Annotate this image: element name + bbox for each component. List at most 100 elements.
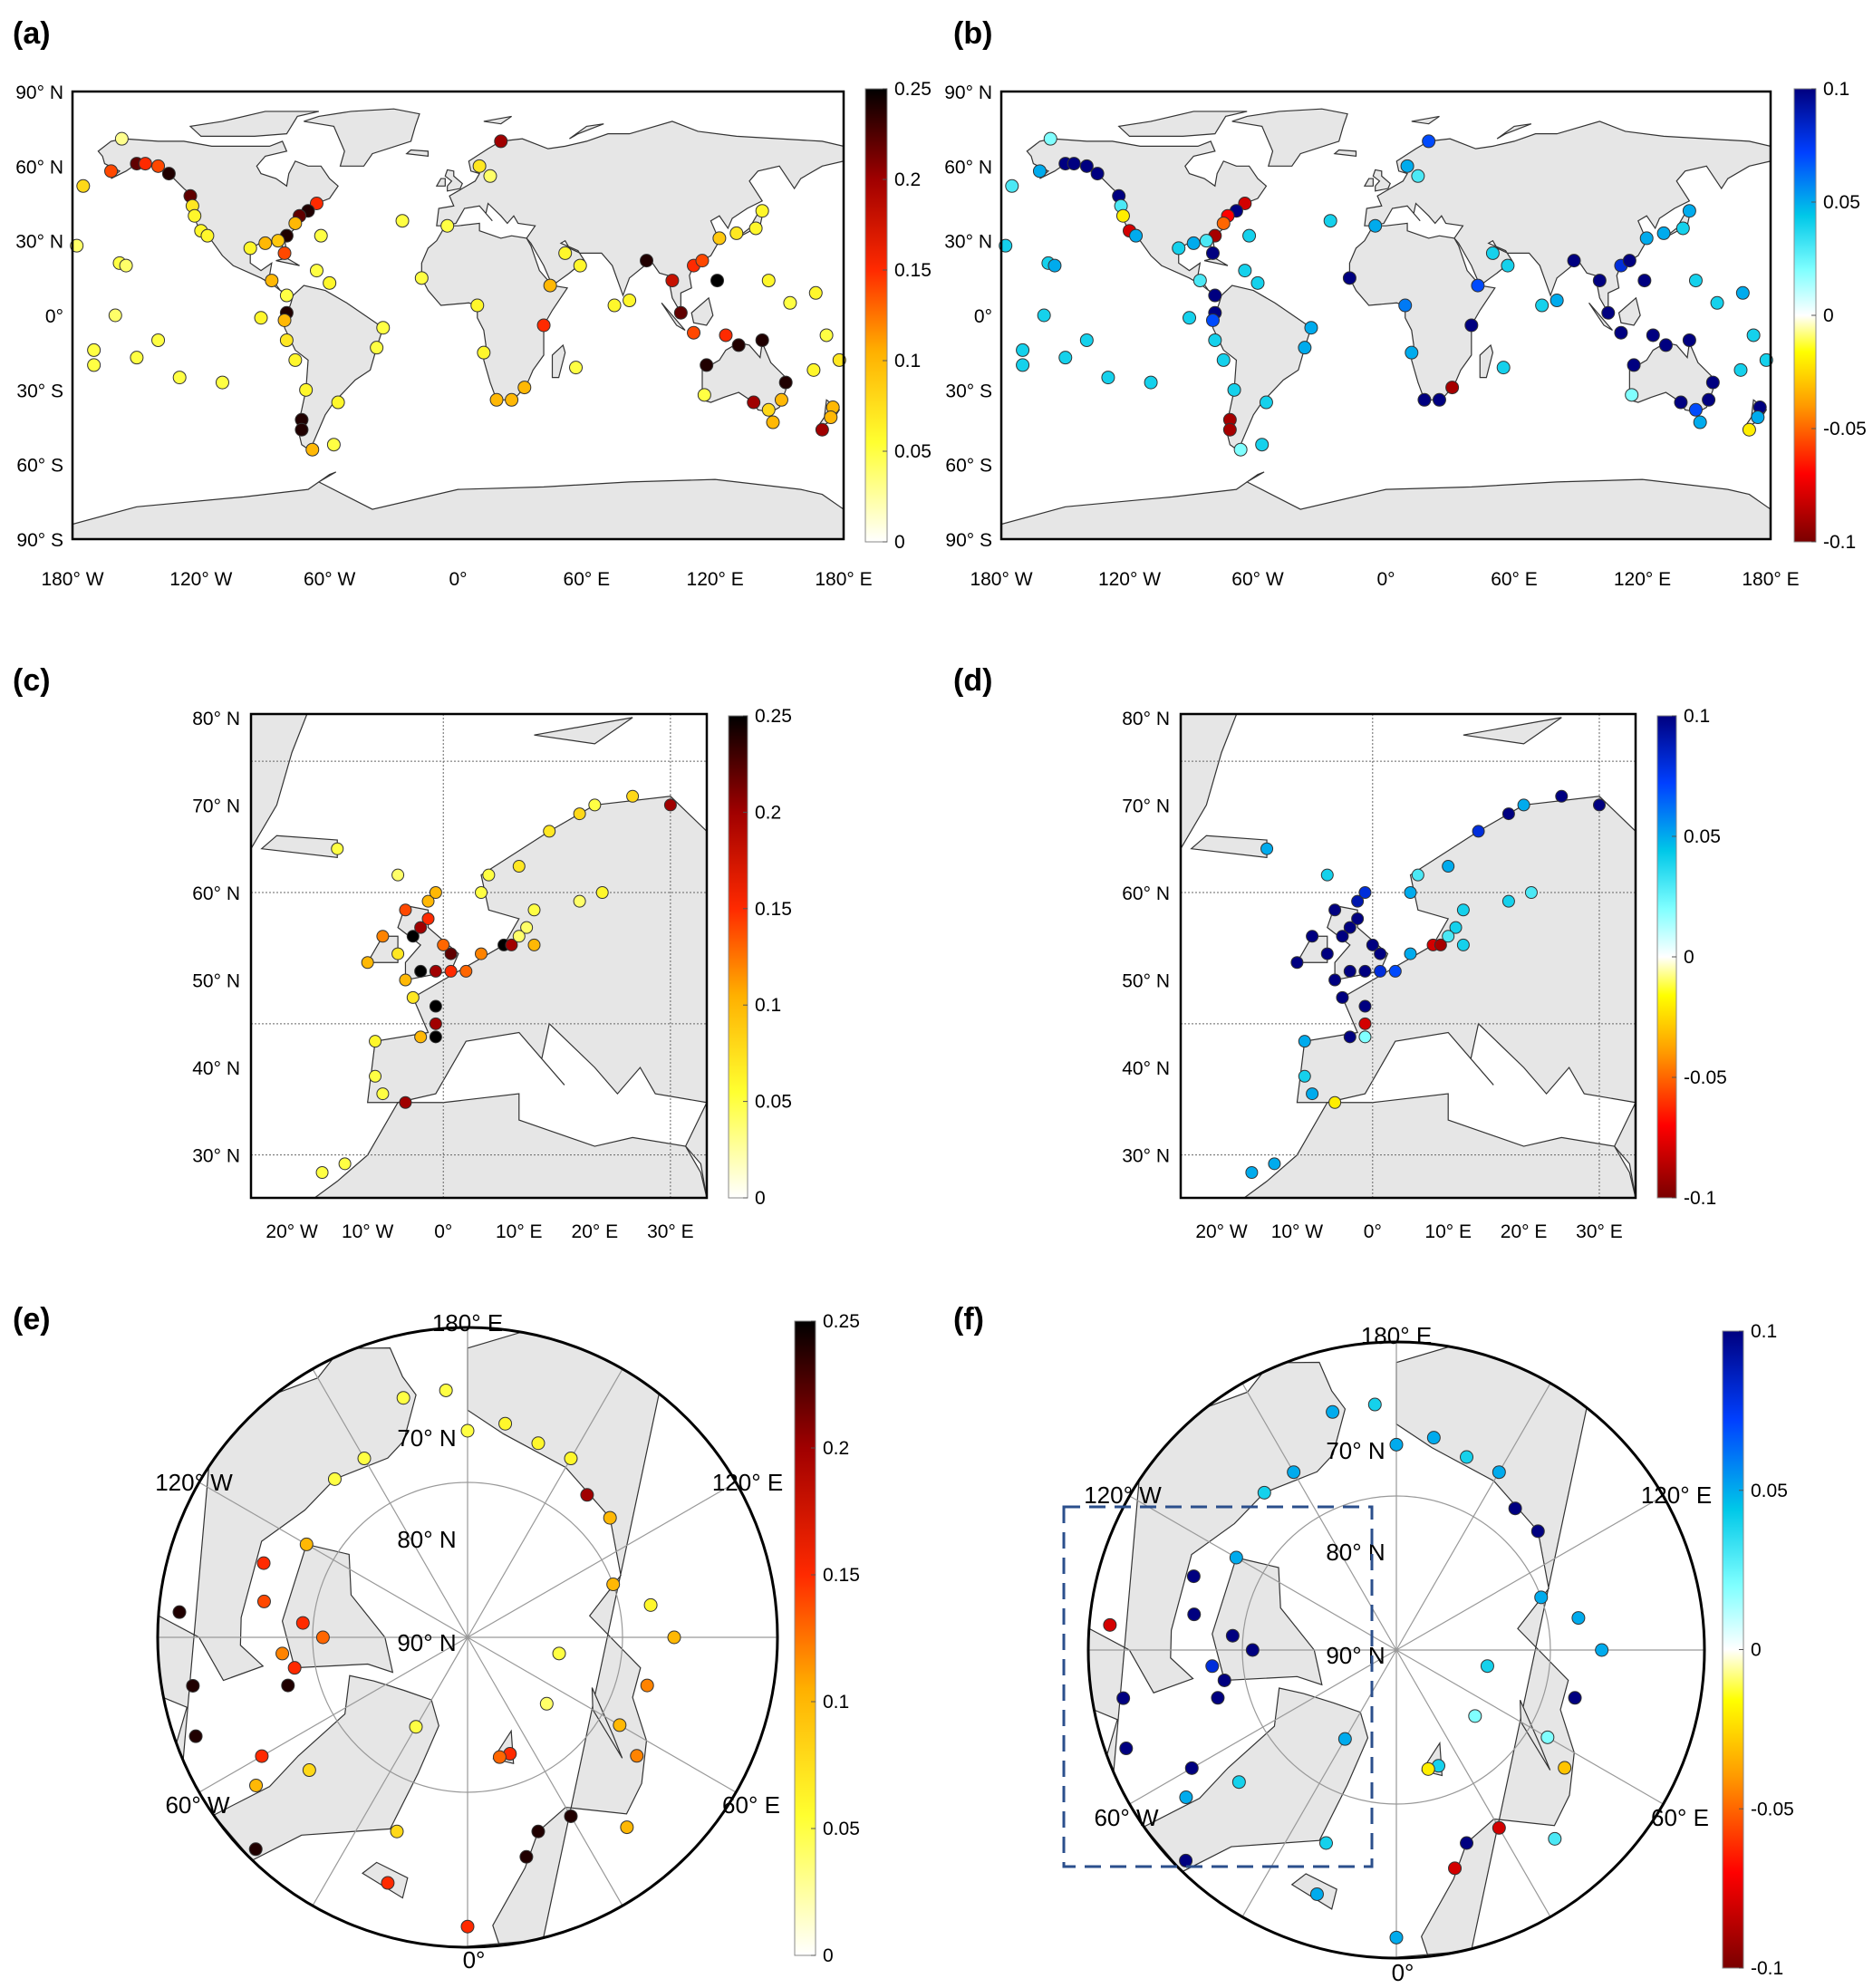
station-point — [1119, 1742, 1134, 1756]
station-point — [376, 1087, 390, 1101]
station-point — [1627, 358, 1641, 372]
polar-tick-label: 120° W — [1084, 1481, 1162, 1509]
station-point — [1674, 395, 1688, 410]
panel-d: 80° N 70° N 60° N 50° N 40° N 30° N 20° W 10° W… — [1122, 709, 1637, 1242]
colorbar-tick-label: 0.25 — [755, 706, 792, 727]
station-point — [766, 415, 780, 429]
colorbar-tick-label: 0.05 — [1684, 826, 1721, 847]
station-point — [299, 1537, 314, 1551]
station-point — [130, 351, 144, 365]
lat-tick-label: 40° N — [192, 1058, 240, 1079]
colorbar-tick-label: 0.05 — [894, 441, 932, 462]
station-point — [1400, 159, 1414, 173]
station-point — [1358, 999, 1372, 1013]
station-point — [774, 392, 788, 407]
station-point — [315, 1630, 330, 1645]
colorbar-tick-label: 0.1 — [894, 351, 921, 372]
station-point — [564, 1809, 578, 1823]
lon-tick-label: 0° — [1376, 569, 1395, 590]
station-point — [399, 1095, 412, 1109]
station-point — [326, 438, 341, 452]
station-point — [369, 1035, 382, 1048]
panel-label: (f) — [953, 1302, 984, 1337]
station-point — [1245, 1165, 1259, 1179]
station-point — [395, 214, 410, 228]
station-point — [494, 134, 508, 149]
colorbar-tick-label: 0 — [823, 1945, 834, 1966]
meridian-line — [467, 1636, 737, 1793]
station-point — [483, 169, 497, 183]
station-point — [536, 318, 551, 333]
station-point — [1404, 885, 1417, 899]
station-point — [376, 321, 391, 335]
station-point — [370, 341, 384, 355]
station-point — [1442, 860, 1455, 873]
station-point — [1187, 1607, 1202, 1622]
polar-tick-label: 120° E — [712, 1469, 783, 1496]
polar-tick-label: 70° N — [397, 1424, 456, 1452]
station-point — [200, 228, 215, 243]
panel-c: 80° N 70° N 60° N 50° N 40° N 30° N 20° W 10° W… — [192, 709, 709, 1242]
panel-label: (e) — [13, 1302, 51, 1337]
land-polygon — [1588, 302, 1613, 331]
lat-tick-label: 70° N — [1122, 796, 1170, 816]
station-point — [1688, 274, 1703, 288]
station-point — [815, 422, 829, 437]
station-point — [186, 1678, 200, 1693]
station-point — [588, 798, 602, 812]
station-point — [1639, 231, 1654, 246]
land-layer — [251, 714, 707, 1198]
station-point — [761, 274, 776, 288]
land-polygon — [1117, 111, 1248, 137]
station-point — [1367, 1397, 1382, 1412]
station-point — [1480, 1659, 1494, 1674]
land-polygon — [366, 935, 399, 963]
station-point — [1208, 288, 1222, 303]
colorbar-tick-label: 0.15 — [894, 260, 932, 281]
land-polygon — [1496, 123, 1532, 140]
meridian-line — [1395, 1649, 1664, 1805]
land-polygon — [1088, 1355, 1347, 1824]
station-point — [1290, 956, 1304, 970]
lat-tick-label: 60° N — [192, 883, 240, 904]
station-point — [254, 311, 268, 325]
station-point — [806, 362, 821, 377]
station-point — [314, 228, 328, 243]
station-point — [1227, 382, 1241, 397]
station-point — [1485, 246, 1500, 260]
station-point — [1318, 1836, 1333, 1850]
map-frame — [999, 90, 1772, 541]
station-point — [1534, 1590, 1549, 1605]
colorbar-tick-label: 0.2 — [823, 1438, 849, 1459]
station-point — [172, 371, 187, 385]
land-polygon — [534, 717, 633, 745]
station-point — [369, 1069, 382, 1083]
station-point — [543, 825, 556, 838]
station-point — [255, 1749, 269, 1763]
colorbar-tick-label: 0 — [1751, 1640, 1762, 1661]
station-point — [643, 1597, 658, 1612]
land-layer — [72, 108, 844, 539]
station-point — [1693, 415, 1707, 429]
station-point — [429, 999, 442, 1013]
station-point — [1358, 964, 1372, 978]
station-point — [1245, 1643, 1260, 1657]
lon-tick-label: 10° W — [342, 1221, 394, 1242]
station-point — [1032, 164, 1047, 179]
station-point — [505, 392, 519, 407]
lat-tick-label: 60° N — [15, 157, 63, 178]
land-polygon — [661, 302, 686, 331]
station-point — [1222, 422, 1237, 437]
station-point — [531, 1824, 545, 1838]
station-point — [323, 275, 337, 290]
colorbar-tick-label: 0.2 — [894, 169, 921, 190]
panel-label: (b) — [953, 16, 992, 51]
colorbar-a: 0 0.05 0.1 0.15 0.2 0.25 — [864, 79, 932, 553]
land-polygon — [251, 714, 308, 893]
station-point — [778, 375, 793, 390]
polar-tick-label: 90° N — [397, 1629, 456, 1656]
lon-tick-label: 120° W — [1098, 569, 1161, 590]
colorbar-tick-label: -0.05 — [1751, 1799, 1794, 1819]
land-polygon — [366, 735, 707, 1198]
station-point — [489, 392, 504, 407]
